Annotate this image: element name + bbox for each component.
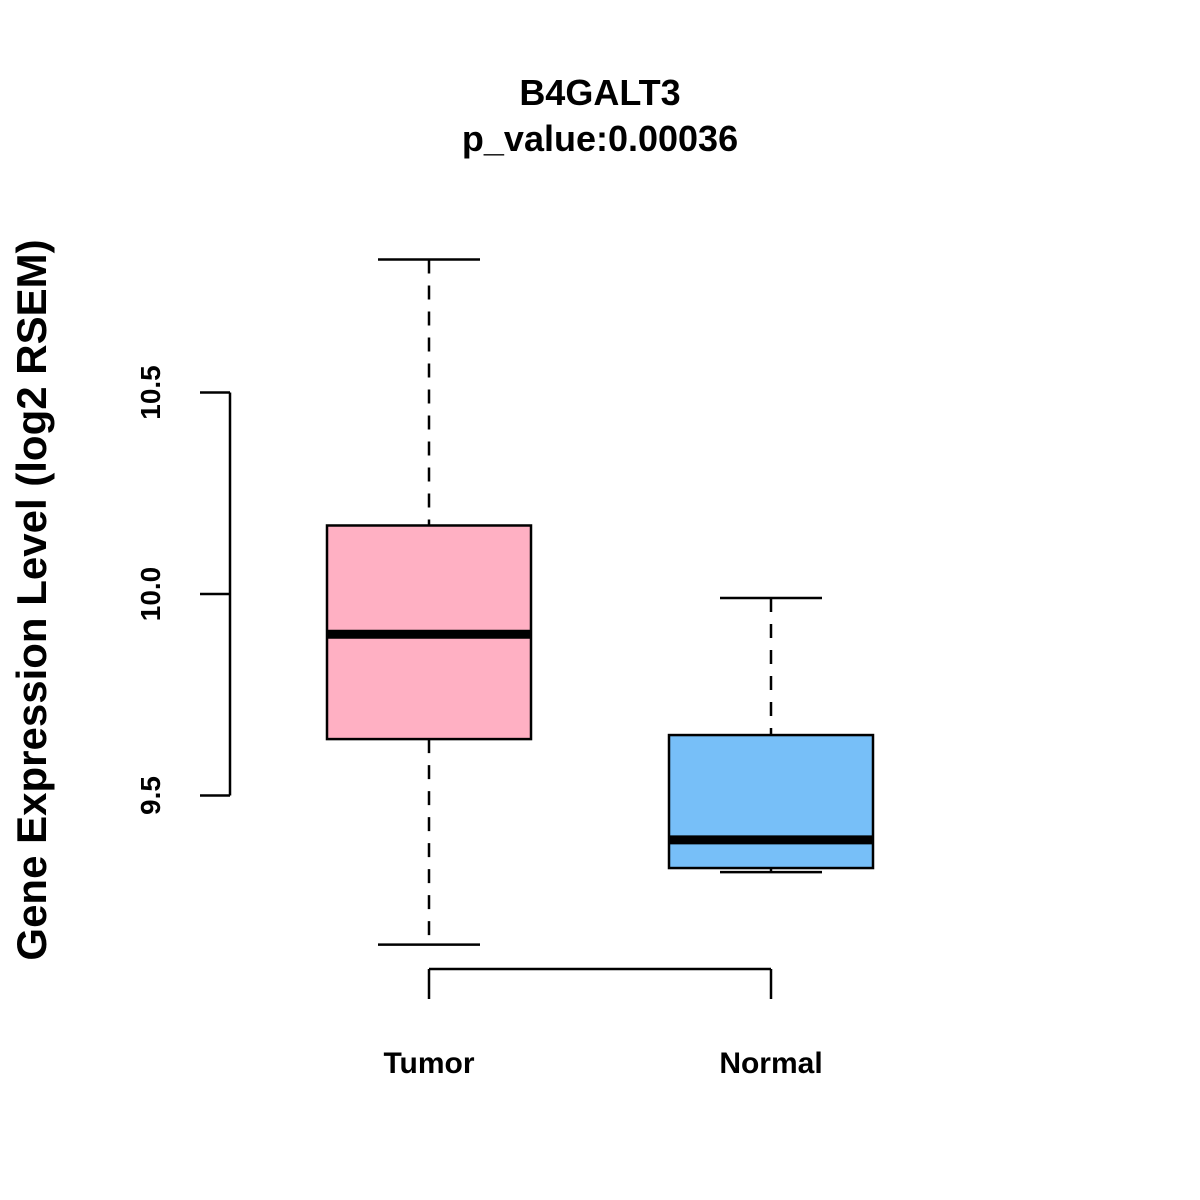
y-axis-label: Gene Expression Level (log2 RSEM) <box>8 239 55 960</box>
box-tumor <box>325 258 533 946</box>
x-tick-label-tumor: Tumor <box>383 1047 474 1080</box>
y-axis: 9.5 10.0 10.5 <box>135 365 232 815</box>
y-tick-label: 10.0 <box>135 567 166 622</box>
y-tick-label: 10.5 <box>135 365 166 420</box>
chart-title: B4GALT3 <box>519 72 680 113</box>
iqr-box <box>667 733 875 870</box>
x-tick-label-normal: Normal <box>719 1047 822 1080</box>
y-tick-label: 9.5 <box>135 776 166 815</box>
chart-subtitle: p_value:0.00036 <box>462 118 738 159</box>
box-normal <box>667 596 875 874</box>
boxes <box>325 258 875 946</box>
x-axis: Tumor Normal <box>383 967 823 1080</box>
